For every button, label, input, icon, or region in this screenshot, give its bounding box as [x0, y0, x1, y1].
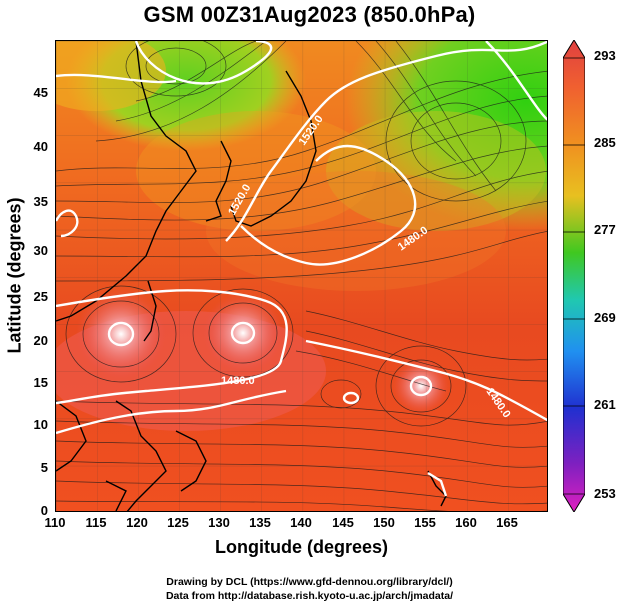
y-tick-label: 0	[40, 503, 48, 518]
x-tick-label: 165	[496, 515, 518, 530]
credit-drawing: Drawing by DCL (https://www.gfd-dennou.o…	[166, 576, 453, 588]
x-tick-label: 155	[414, 515, 436, 530]
colorbar-tick-label: 269	[594, 310, 616, 325]
map-title: GSM 00Z31Aug2023 (850.0hPa)	[143, 2, 476, 27]
x-tick-label: 120	[126, 515, 148, 530]
colorbar-tick-label: 261	[594, 397, 616, 412]
y-tick-label: 20	[33, 333, 48, 348]
x-tick-label: 110	[44, 515, 66, 530]
colorbar-tick-label: 277	[594, 222, 616, 237]
x-tick-label: 145	[332, 515, 354, 530]
colorbar-tick-label: 253	[594, 486, 616, 501]
y-tick-label: 30	[33, 243, 48, 258]
colorbar	[563, 40, 585, 512]
x-tick-label: 135	[249, 515, 271, 530]
map-plot-area: 1520.0 1520.0 1480.0 1480.0 1480.0	[55, 40, 548, 512]
credit-data: Data from http://database.rish.kyoto-u.a…	[165, 590, 454, 602]
y-tick-label: 25	[33, 289, 48, 304]
map-canvas: 1520.0 1520.0 1480.0 1480.0 1480.0	[56, 41, 547, 511]
colorbar-tick-label: 293	[594, 48, 616, 63]
y-tick-label: 40	[33, 139, 48, 154]
x-axis-label: Longitude (degrees)	[214, 537, 388, 557]
x-tick-label: 150	[373, 515, 395, 530]
x-tick-label: 160	[455, 515, 477, 530]
x-tick-label: 130	[208, 515, 230, 530]
x-tick-label: 115	[85, 515, 107, 530]
height-contours	[56, 41, 547, 497]
y-tick-label: 35	[33, 194, 48, 209]
x-tick-label: 140	[290, 515, 312, 530]
colorbar-gradient	[563, 40, 585, 512]
colorbar-tick-label: 285	[594, 135, 616, 150]
y-tick-label: 10	[33, 417, 48, 432]
y-tick-label: 45	[33, 85, 48, 100]
y-tick-label: 5	[40, 460, 48, 475]
x-tick-label: 125	[167, 515, 189, 530]
y-axis-label: Latitude (degrees)	[4, 197, 25, 354]
y-tick-label: 15	[33, 375, 48, 390]
contour-label: 1480.0	[221, 375, 255, 387]
